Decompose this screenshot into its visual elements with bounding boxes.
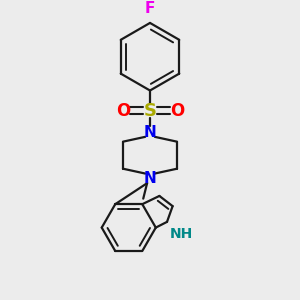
Text: N: N — [144, 124, 156, 140]
Text: O: O — [116, 102, 130, 120]
Text: N: N — [144, 171, 156, 186]
Text: NH: NH — [170, 227, 193, 241]
Text: F: F — [145, 1, 155, 16]
Text: S: S — [143, 102, 157, 120]
Text: O: O — [170, 102, 184, 120]
